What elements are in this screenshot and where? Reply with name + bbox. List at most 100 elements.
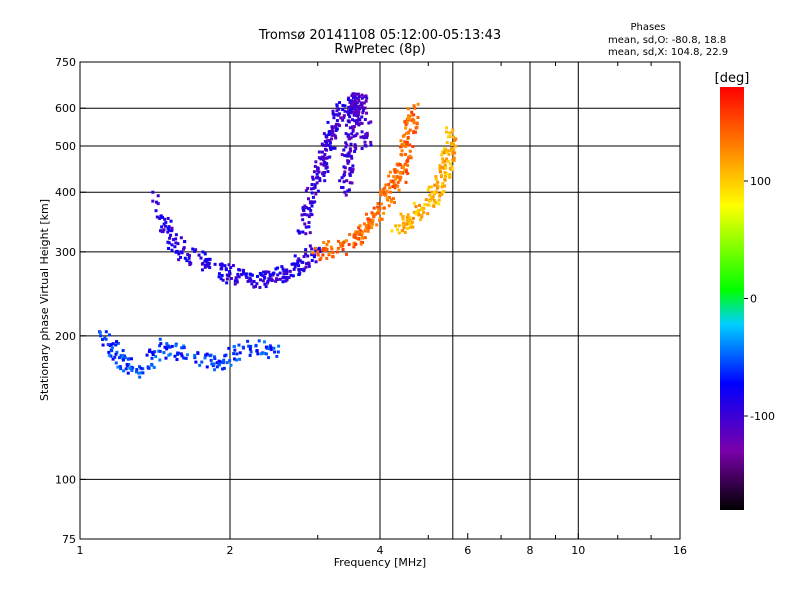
data-point	[352, 92, 356, 96]
data-point	[451, 158, 455, 162]
data-point	[360, 96, 364, 100]
data-point	[396, 163, 400, 167]
data-point	[355, 114, 359, 118]
data-point	[258, 271, 262, 275]
data-point	[182, 356, 186, 360]
data-point	[348, 126, 352, 130]
data-point	[411, 216, 415, 220]
data-point	[356, 230, 360, 234]
data-point	[191, 247, 195, 251]
data-point	[339, 116, 343, 120]
data-point	[397, 188, 401, 192]
data-point	[450, 166, 454, 170]
data-point	[338, 179, 342, 183]
data-point	[438, 192, 442, 196]
data-point	[401, 228, 405, 232]
data-point	[349, 106, 353, 110]
data-point	[408, 218, 412, 222]
data-point	[337, 107, 341, 111]
data-point	[450, 131, 454, 135]
data-point	[384, 183, 388, 187]
data-point	[290, 262, 294, 266]
data-point	[272, 346, 276, 350]
data-point	[180, 354, 184, 358]
data-point	[364, 144, 368, 148]
data-point	[358, 118, 362, 122]
data-point	[168, 236, 172, 240]
data-point	[262, 270, 266, 274]
data-point	[413, 106, 417, 110]
data-point	[323, 179, 327, 183]
data-point	[358, 107, 362, 111]
data-point	[362, 101, 366, 105]
data-point	[398, 171, 402, 175]
data-point	[182, 247, 186, 251]
data-point	[443, 178, 447, 182]
data-point	[388, 186, 392, 190]
data-point	[333, 125, 337, 129]
data-point	[168, 228, 172, 232]
data-point	[408, 221, 412, 225]
data-point	[399, 145, 403, 149]
data-point	[222, 358, 226, 362]
colorbar-label: [deg]	[715, 71, 750, 86]
data-point	[110, 346, 114, 350]
data-point	[158, 337, 162, 341]
data-point	[215, 365, 219, 369]
data-point	[302, 212, 306, 216]
data-point	[408, 143, 412, 147]
data-point	[366, 217, 370, 221]
data-point	[419, 218, 423, 222]
data-point	[158, 216, 162, 220]
data-point	[359, 242, 363, 246]
data-point	[264, 270, 268, 274]
data-point	[280, 265, 284, 269]
data-point	[349, 108, 353, 112]
data-point	[382, 211, 386, 215]
data-point	[249, 344, 253, 348]
data-point	[310, 183, 314, 187]
data-point	[304, 232, 308, 236]
data-point	[347, 105, 351, 109]
data-point	[361, 240, 365, 244]
data-point	[342, 180, 346, 184]
data-point	[411, 145, 415, 149]
data-point	[393, 183, 397, 187]
data-point	[116, 365, 120, 369]
data-point	[438, 164, 442, 168]
data-point	[383, 186, 387, 190]
data-point	[235, 280, 239, 284]
data-point	[297, 230, 301, 234]
data-point	[379, 202, 383, 206]
data-point	[348, 100, 352, 104]
data-point	[438, 170, 442, 174]
data-point	[443, 151, 447, 155]
data-point	[151, 190, 155, 194]
data-point	[403, 152, 407, 156]
data-point	[217, 272, 221, 276]
data-point	[228, 272, 232, 276]
data-point	[257, 339, 261, 343]
data-point	[330, 125, 334, 129]
data-point	[227, 263, 231, 267]
data-point	[255, 274, 259, 278]
data-point	[350, 94, 354, 98]
data-point	[162, 228, 166, 232]
data-point	[118, 365, 122, 369]
data-point	[412, 210, 416, 214]
data-point	[317, 247, 321, 251]
data-point	[348, 154, 352, 158]
data-point	[201, 250, 205, 254]
data-point	[256, 352, 260, 356]
data-point	[261, 279, 265, 283]
data-point	[356, 97, 360, 101]
data-point	[440, 153, 444, 157]
data-point	[392, 175, 396, 179]
data-point	[450, 165, 454, 169]
data-point	[130, 368, 134, 372]
data-point	[399, 139, 403, 143]
data-point	[310, 191, 314, 195]
data-point	[311, 175, 315, 179]
data-point	[320, 150, 324, 154]
